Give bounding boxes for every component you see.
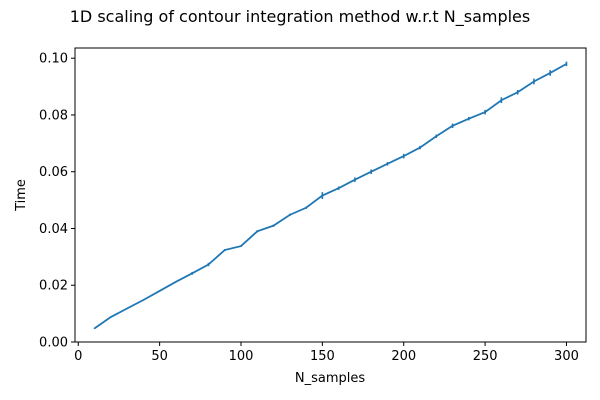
y-tick-label: 0.00	[39, 336, 68, 351]
y-tick-label: 0.06	[39, 165, 68, 180]
y-axis-label: Time	[14, 179, 29, 212]
y-tick-label: 0.04	[39, 222, 68, 237]
error-bars	[93, 61, 568, 329]
y-tick-label: 0.08	[39, 108, 68, 123]
x-tick-label: 150	[310, 349, 335, 364]
x-tick-label: 100	[229, 349, 254, 364]
series-line	[94, 63, 567, 330]
x-tick-label: 300	[554, 349, 579, 364]
x-tick-label: 0	[74, 349, 82, 364]
y-tick-label: 0.02	[39, 279, 68, 294]
x-axis: 0 50 100 150 200 250 300	[74, 342, 579, 364]
x-tick-label: 250	[473, 349, 498, 364]
chart-title: 1D scaling of contour integration method…	[70, 7, 530, 27]
x-tick-label: 200	[391, 349, 416, 364]
y-tick-label: 0.10	[39, 52, 68, 67]
x-tick-label: 50	[151, 349, 168, 364]
plot-frame	[74, 47, 587, 343]
y-axis: 0.00 0.02 0.04 0.06 0.08 0.10	[39, 52, 75, 351]
x-axis-label: N_samples	[295, 371, 365, 386]
